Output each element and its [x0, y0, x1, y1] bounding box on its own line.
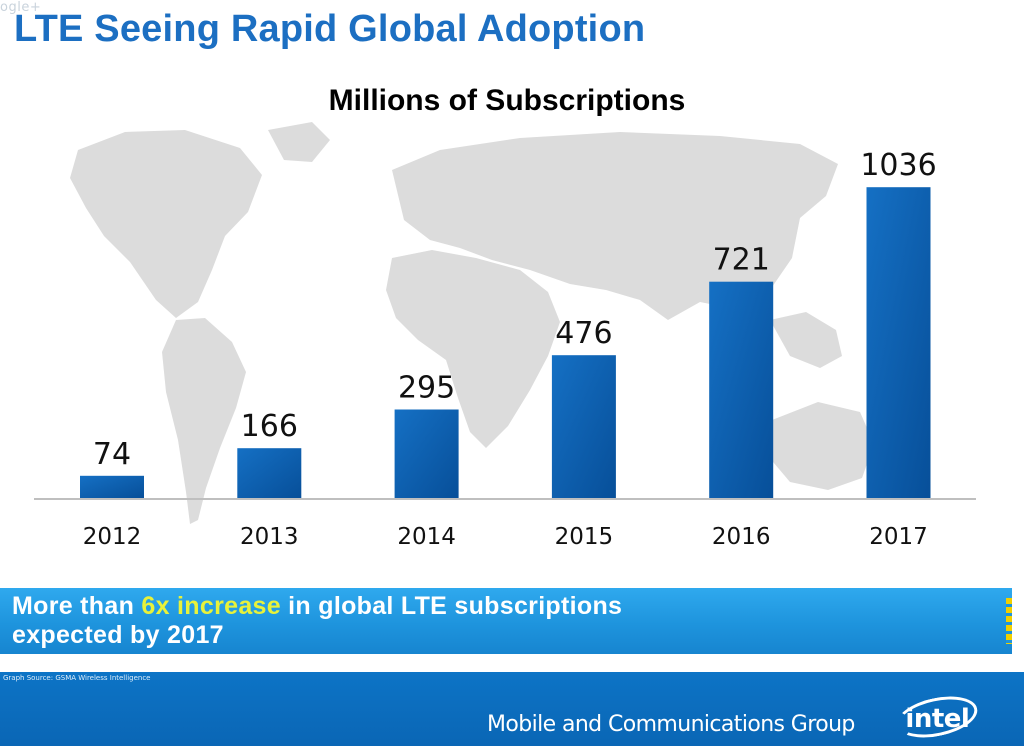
intel-logo-text: intel — [905, 703, 970, 734]
subscriptions-bar-chart: Millions of Subscriptions 74 2012 166 2013 2… — [34, 84, 976, 550]
map-north-america — [70, 130, 262, 318]
tick-label-2015: 2015 — [555, 524, 614, 550]
intel-logo: intel — [892, 689, 982, 745]
tick-label-2012: 2012 — [83, 524, 142, 550]
corner-watermark: ogle+ — [0, 0, 42, 15]
tick-label-2017: 2017 — [869, 524, 928, 550]
bar-2012 — [80, 475, 144, 498]
footer-bar: Graph Source: GSMA Wireless Intelligence… — [0, 672, 1024, 746]
value-label-2012: 74 — [93, 437, 131, 472]
summary-banner: More than 6x increase in global LTE subs… — [0, 588, 1012, 654]
bar-2013 — [237, 448, 302, 498]
value-label-2016: 721 — [713, 243, 770, 278]
value-label-2013: 166 — [241, 409, 298, 444]
banner-marker — [1006, 598, 1012, 644]
bar-2014 — [394, 409, 459, 498]
slide-title: LTE Seeing Rapid Global Adoption — [14, 8, 646, 50]
tick-label-2016: 2016 — [712, 524, 771, 550]
world-map-background — [70, 122, 874, 524]
value-label-2017: 1036 — [860, 148, 936, 183]
map-eurasia — [392, 132, 838, 320]
banner-suffix: in global LTE subscriptions — [280, 592, 623, 620]
bars-layer: 74 2012 166 2013 295 2014 476 2015 721 2016 1036 20… — [80, 148, 937, 550]
tick-label-2014: 2014 — [397, 524, 456, 550]
map-southeast-asia — [770, 312, 842, 368]
banner-line-1: More than 6x increase in global LTE subs… — [12, 592, 622, 621]
chart-title: Millions of Subscriptions — [329, 84, 686, 117]
map-australia — [768, 402, 874, 490]
value-label-2015: 476 — [555, 316, 612, 351]
banner-line-2: expected by 2017 — [12, 621, 224, 649]
banner-prefix: More than — [12, 592, 142, 620]
tick-label-2013: 2013 — [240, 524, 299, 550]
value-label-2014: 295 — [398, 371, 455, 406]
bar-2015 — [551, 355, 616, 498]
map-greenland — [268, 122, 330, 162]
map-south-america — [162, 318, 246, 524]
bar-2016 — [709, 281, 774, 498]
map-africa — [386, 250, 560, 448]
bar-2017 — [866, 187, 931, 498]
graph-source: Graph Source: GSMA Wireless Intelligence — [3, 674, 151, 682]
group-name: Mobile and Communications Group — [487, 712, 855, 737]
banner-highlight: 6x increase — [141, 592, 281, 620]
